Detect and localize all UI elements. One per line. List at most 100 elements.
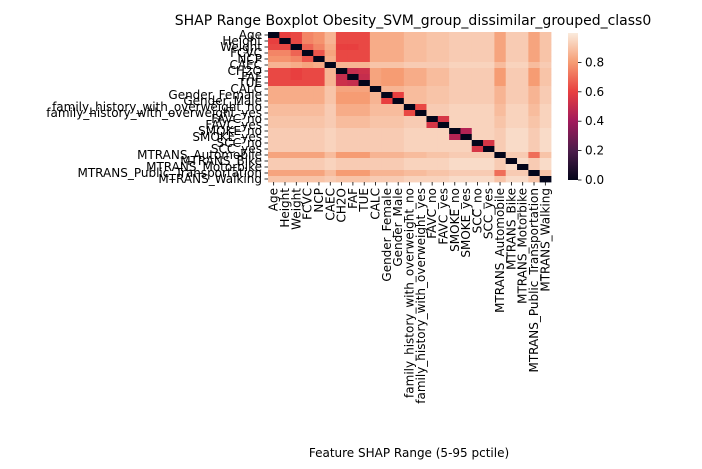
heatmap-cell: [449, 158, 461, 165]
heatmap-cell: [301, 32, 314, 39]
heatmap-cell: [471, 158, 484, 165]
heatmap-cell: [268, 68, 280, 75]
heatmap-cell: [279, 62, 292, 69]
heatmap-cell: [449, 44, 461, 51]
heatmap-cell: [426, 176, 439, 183]
heatmap-cell: [426, 62, 439, 69]
heatmap-cell: [279, 38, 292, 45]
heatmap-cell: [313, 92, 325, 99]
heatmap-cell: [403, 134, 416, 141]
heatmap-cell: [437, 56, 450, 63]
heatmap-cell: [460, 170, 473, 177]
heatmap-cell: [301, 44, 314, 51]
heatmap-cell: [494, 44, 507, 51]
heatmap-cell: [290, 128, 303, 135]
heatmap-cell: [347, 152, 359, 159]
heatmap-cell: [279, 176, 292, 183]
heatmap-cell: [369, 110, 382, 117]
y-axis-tick-label: SCC_no: [217, 136, 262, 150]
heatmap-cell: [301, 86, 314, 93]
heatmap-cell: [358, 104, 371, 111]
heatmap-cell: [268, 122, 280, 129]
heatmap-cell: [279, 170, 292, 177]
heatmap-cell: [369, 86, 382, 93]
heatmap-cell: [381, 152, 393, 159]
heatmap-cell: [528, 140, 541, 147]
heatmap-cell: [528, 44, 541, 51]
heatmap-cell: [460, 56, 473, 63]
y-axis-tick-label: family_history_with_overweight_no: [52, 100, 262, 114]
heatmap-cell: [290, 80, 303, 87]
heatmap-cell: [268, 152, 280, 159]
heatmap-cell: [471, 116, 484, 123]
heatmap-cell: [494, 122, 507, 129]
heatmap-cell: [301, 80, 314, 87]
heatmap-cell: [471, 104, 484, 111]
heatmap-cell: [358, 134, 371, 141]
heatmap-cell: [335, 110, 348, 117]
heatmap-cell: [539, 176, 552, 183]
heatmap-cell: [268, 38, 280, 45]
heatmap-cell: [460, 38, 473, 45]
heatmap-cell: [279, 152, 292, 159]
heatmap-cell: [347, 146, 359, 153]
heatmap-cell: [324, 122, 337, 129]
heatmap-cell: [324, 92, 337, 99]
heatmap-cell: [347, 128, 359, 135]
heatmap-cell: [528, 86, 541, 93]
heatmap-cell: [449, 140, 461, 147]
heatmap-cell: [301, 164, 314, 171]
heatmap-cell: [415, 74, 427, 81]
heatmap-cell: [358, 92, 371, 99]
heatmap-cell: [335, 104, 348, 111]
heatmap-cell: [494, 158, 507, 165]
heatmap-cell: [471, 62, 484, 69]
heatmap-cell: [437, 38, 450, 45]
heatmap-cell: [279, 98, 292, 105]
heatmap-cell: [471, 32, 484, 39]
heatmap-cell: [426, 152, 439, 159]
heatmap-cell: [381, 80, 393, 87]
heatmap-cell: [335, 32, 348, 39]
heatmap-cell: [268, 92, 280, 99]
heatmap-cell: [494, 146, 507, 153]
heatmap-cell: [392, 134, 405, 141]
heatmap-cell: [403, 50, 416, 57]
heatmap-cell: [392, 110, 405, 117]
heatmap-cell: [301, 50, 314, 57]
heatmap-cell: [437, 134, 450, 141]
heatmap-cell: [437, 32, 450, 39]
heatmap-cell: [369, 68, 382, 75]
colorbar-tick-label: 0.2: [585, 144, 604, 158]
heatmap-cell: [347, 62, 359, 69]
heatmap-cell: [313, 98, 325, 105]
heatmap-cell: [335, 68, 348, 75]
heatmap-cell: [324, 98, 337, 105]
heatmap-cell: [403, 170, 416, 177]
colorbar-tick-label: 0.0: [585, 173, 604, 187]
heatmap-cell: [517, 176, 529, 183]
heatmap-cell: [426, 170, 439, 177]
heatmap-cell: [517, 56, 529, 63]
heatmap-cell: [437, 110, 450, 117]
heatmap-cell: [539, 68, 552, 75]
y-axis-tick-label: FAF: [241, 70, 262, 84]
heatmap-cell: [539, 98, 552, 105]
heatmap-cell: [358, 68, 371, 75]
heatmap-cell: [313, 56, 325, 63]
heatmap-cell: [426, 92, 439, 99]
heatmap-cell: [381, 38, 393, 45]
x-axis-tick-label: CH2O: [335, 188, 349, 222]
heatmap-cell: [301, 110, 314, 117]
heatmap-cell: [426, 128, 439, 135]
heatmap-cell: [437, 128, 450, 135]
heatmap-cell: [347, 134, 359, 141]
heatmap-cell: [290, 110, 303, 117]
heatmap-cell: [313, 86, 325, 93]
heatmap-cell: [539, 44, 552, 51]
heatmap-cell: [403, 164, 416, 171]
heatmap-cell: [324, 62, 337, 69]
heatmap-cell: [460, 86, 473, 93]
heatmap-cell: [392, 122, 405, 129]
heatmap-cell: [528, 122, 541, 129]
